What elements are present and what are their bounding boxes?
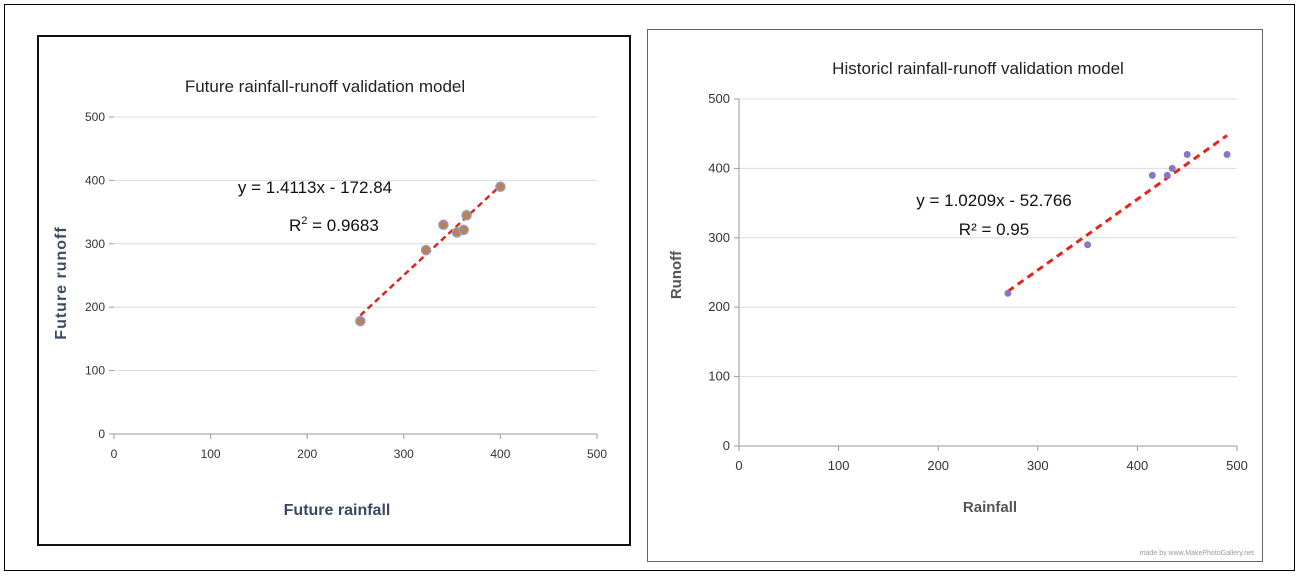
data-point: [1004, 289, 1012, 297]
x-tick-label: 500: [1226, 458, 1248, 473]
x-axis-label: Future rainfall: [284, 502, 391, 519]
trendline: [1007, 134, 1228, 293]
data-point: [1183, 151, 1191, 159]
r-squared-label: R2 = 0.9683: [289, 215, 379, 235]
r-squared-label: R² = 0.95: [959, 220, 1029, 239]
x-tick-label: 300: [1027, 458, 1049, 473]
y-tick-label: 0: [98, 427, 105, 441]
x-tick-label: 300: [394, 447, 414, 461]
y-tick-label: 100: [708, 369, 730, 384]
trend-equation: y = 1.4113x - 172.84: [238, 178, 392, 197]
data-point: [355, 315, 366, 327]
y-tick-label: 200: [85, 300, 105, 314]
figure-frame: [4, 4, 1295, 571]
historic-chart: Historicl rainfall-runoff validation mod…: [668, 59, 1248, 516]
y-tick-label: 300: [708, 230, 730, 245]
y-axis-label: Future runoff: [53, 226, 70, 339]
data-point: [461, 210, 472, 221]
x-tick-label: 100: [828, 458, 850, 473]
data-point: [458, 224, 469, 236]
y-tick-label: 500: [708, 91, 730, 106]
y-tick-label: 400: [85, 173, 105, 187]
trend-equation: y = 1.0209x - 52.766: [916, 191, 1071, 210]
historic-chart-panel: Historicl rainfall-runoff validation mod…: [647, 29, 1263, 562]
x-tick-label: 200: [297, 447, 317, 461]
data-point: [438, 219, 449, 231]
x-tick-label: 100: [201, 447, 221, 461]
data-point: [1084, 241, 1092, 249]
data-point: [1223, 151, 1231, 159]
future-chart: Future rainfall-runoff validation model …: [53, 77, 607, 519]
y-tick-label: 500: [85, 110, 105, 124]
data-point: [495, 181, 506, 192]
data-point: [1168, 164, 1176, 172]
x-tick-label: 0: [735, 458, 742, 473]
chart-title: Historicl rainfall-runoff validation mod…: [832, 59, 1124, 78]
y-tick-label: 400: [708, 160, 730, 175]
x-tick-label: 200: [927, 458, 949, 473]
credit-text: made by www.MakePhotoGallery.net: [1139, 550, 1254, 557]
future-chart-panel: Future rainfall-runoff validation model …: [37, 35, 631, 546]
data-point: [1163, 171, 1171, 179]
y-tick-label: 200: [708, 299, 730, 314]
data-point: [420, 244, 432, 256]
x-tick-label: 400: [490, 447, 510, 461]
chart-title: Future rainfall-runoff validation model: [185, 77, 465, 96]
y-tick-label: 100: [85, 364, 105, 378]
x-tick-label: 0: [111, 447, 118, 461]
data-point: [1148, 171, 1156, 179]
x-tick-label: 500: [587, 447, 607, 461]
x-tick-label: 400: [1127, 458, 1149, 473]
y-axis-label: Runoff: [668, 250, 685, 299]
x-axis-label: Rainfall: [963, 499, 1017, 516]
y-tick-label: 300: [85, 237, 105, 251]
y-tick-label: 0: [723, 438, 730, 453]
